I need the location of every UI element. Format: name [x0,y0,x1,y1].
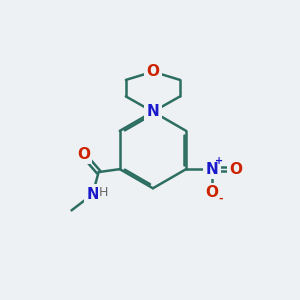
Text: H: H [99,186,109,199]
Text: N: N [206,162,218,177]
Text: O: O [146,64,159,79]
Text: N: N [147,104,159,119]
Text: O: O [229,162,242,177]
Text: -: - [218,194,223,204]
Text: N: N [86,187,99,202]
Text: O: O [77,147,90,162]
Text: O: O [206,185,218,200]
Text: +: + [215,156,223,166]
